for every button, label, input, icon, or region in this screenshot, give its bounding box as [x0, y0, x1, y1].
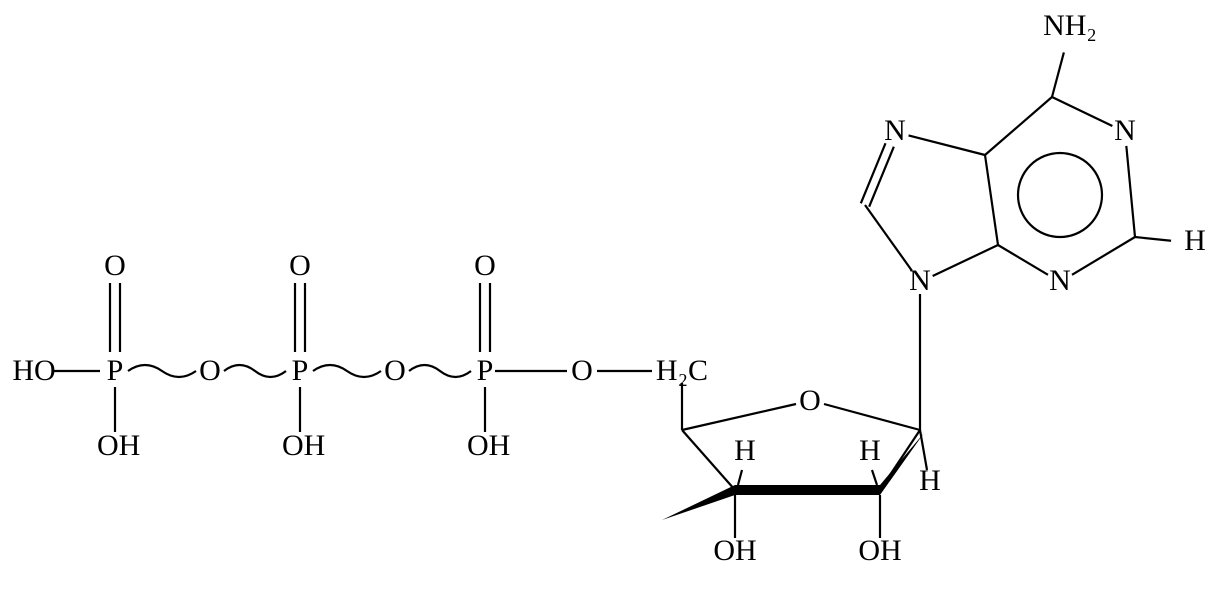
atom-label-P1: P	[107, 354, 124, 387]
atom-label-O_top3: O	[474, 249, 496, 282]
atom-label-O_br3: O	[571, 354, 593, 387]
atom-label-H_C2: H	[1184, 224, 1206, 257]
atom-label-OH_b3: OH	[467, 429, 510, 462]
atom-label-H_r1: H	[734, 434, 756, 467]
atom-label-P2: P	[292, 354, 309, 387]
atom-label-O_top2: O	[289, 249, 311, 282]
atom-label-OH_r1: OH	[713, 534, 756, 567]
atom-label-O_br1: O	[199, 354, 221, 387]
atom-label-H2C: H₂C	[656, 354, 708, 387]
atom-label-O_br2: O	[384, 354, 406, 387]
atom-label-N3: N	[1049, 264, 1071, 297]
atom-label-H_r2: H	[859, 434, 881, 467]
atom-label-O_top1: O	[104, 249, 126, 282]
atom-label-N9: N	[909, 264, 931, 297]
atom-label-P3: P	[477, 354, 494, 387]
atom-label-HO_left: HO	[12, 354, 55, 387]
atom-label-N7: N	[884, 114, 906, 147]
atom-label-OH_b2: OH	[282, 429, 325, 462]
atom-label-H_r3: H	[919, 464, 941, 497]
atom-label-OH_b1: OH	[97, 429, 140, 462]
atom-label-OH_r2: OH	[858, 534, 901, 567]
atp-structure-diagram: HOPOOHOPOOHOPOOHOH₂COHHHOHOHNNNNHNH₂	[0, 0, 1221, 590]
atom-label-NH2: NH₂	[1043, 9, 1097, 42]
atom-label-O_ring: O	[799, 384, 821, 417]
atom-label-N1: N	[1114, 114, 1136, 147]
